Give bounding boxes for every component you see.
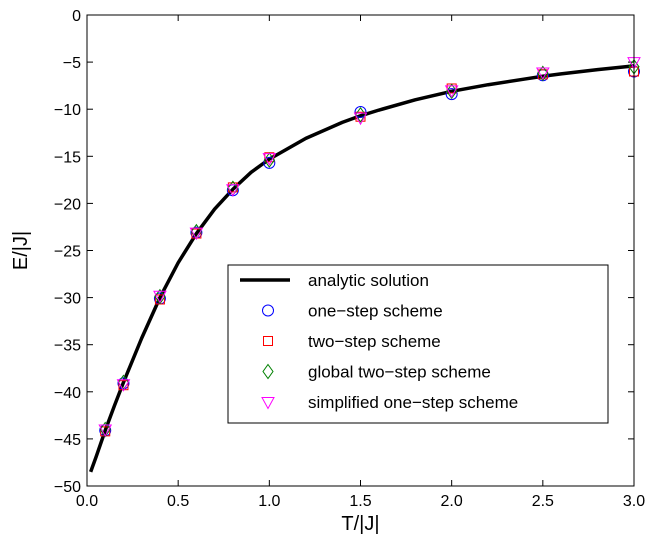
x-tick-label: 0.5 xyxy=(167,493,189,510)
plot-frame xyxy=(86,14,635,487)
legend-items: analytic solution one−step scheme two−step… xyxy=(240,271,518,412)
legend-box xyxy=(227,264,609,424)
x-tick-label: 2.0 xyxy=(441,493,463,510)
y-tick-label: −45 xyxy=(54,432,81,449)
legend-swatch xyxy=(261,397,275,410)
y-tick-label: 0 xyxy=(72,8,81,25)
legend-item-2: two−step scheme xyxy=(263,332,441,351)
legend-item-1: one−step scheme xyxy=(262,302,443,321)
legend: analytic solution one−step scheme two−step… xyxy=(227,264,609,424)
series-line xyxy=(89,64,635,473)
data-point xyxy=(445,88,458,101)
data-point xyxy=(354,106,367,123)
data-point xyxy=(226,184,240,197)
legend-swatch xyxy=(263,336,273,346)
x-axis-label: T/|J| xyxy=(341,513,379,535)
series xyxy=(89,57,641,473)
data-point xyxy=(354,106,367,119)
data-point xyxy=(262,153,277,166)
series-4 xyxy=(98,57,641,438)
data-point xyxy=(446,83,458,100)
x-tick-label: 1.5 xyxy=(349,493,371,510)
legend-item-3: global two−step scheme xyxy=(262,363,491,382)
y-tick-label: −40 xyxy=(54,385,81,402)
y-tick-label: −50 xyxy=(54,479,81,496)
x-tick-label: 1.0 xyxy=(258,493,280,510)
y-tick-label: −30 xyxy=(54,291,81,308)
data-point xyxy=(116,379,131,392)
y-tick-label: −20 xyxy=(54,196,81,213)
data-point xyxy=(153,290,167,304)
data-point xyxy=(98,424,113,438)
ticks: 0.0 0.5 1.0 1.5 2.0 2.5 3.0 0 −5 −10 −15 −20 −25 −30 −… xyxy=(54,8,645,510)
y-tick-label: −10 xyxy=(54,102,81,119)
legend-item-0: analytic solution xyxy=(240,271,429,290)
legend-swatch xyxy=(262,304,274,317)
legend-item-4: simplified one−step scheme xyxy=(261,393,518,412)
x-tick-label: 0.0 xyxy=(76,493,98,510)
series-0 xyxy=(89,64,635,473)
legend-label: analytic solution xyxy=(308,271,429,290)
legend-label: global two−step scheme xyxy=(308,363,491,382)
data-point xyxy=(154,288,166,305)
data-point xyxy=(535,67,550,81)
y-tick-label: −5 xyxy=(63,55,81,72)
legend-swatch xyxy=(262,363,274,380)
data-point xyxy=(353,112,368,126)
y-axis-label: E/|J| xyxy=(10,231,32,270)
legend-label: one−step scheme xyxy=(308,302,443,321)
x-tick-label: 3.0 xyxy=(623,493,645,510)
legend-label: two−step scheme xyxy=(308,332,441,351)
data-point xyxy=(189,227,204,241)
y-tick-label: −25 xyxy=(54,244,81,261)
data-point xyxy=(444,85,459,98)
data-point xyxy=(537,65,549,82)
y-tick-label: −15 xyxy=(54,149,81,166)
data-point xyxy=(263,156,276,169)
x-tick-label: 2.5 xyxy=(532,493,554,510)
y-tick-label: −35 xyxy=(54,338,81,355)
legend-label: simplified one−step scheme xyxy=(308,393,518,412)
